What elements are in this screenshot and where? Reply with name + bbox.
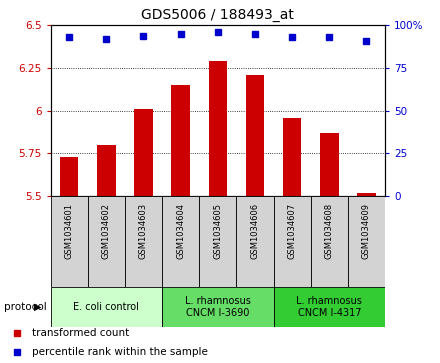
Bar	[125, 196, 162, 287]
Bar	[311, 196, 348, 287]
Text: GSM1034609: GSM1034609	[362, 203, 371, 259]
Bar	[236, 196, 274, 287]
Bar	[51, 196, 88, 287]
Text: GSM1034608: GSM1034608	[325, 203, 334, 260]
Bar	[88, 196, 125, 287]
Bar	[60, 157, 78, 196]
Bar	[274, 196, 311, 287]
Text: L. rhamnosus
CNCM I-3690: L. rhamnosus CNCM I-3690	[185, 296, 251, 318]
Bar	[209, 61, 227, 196]
Text: L. rhamnosus
CNCM I-4317: L. rhamnosus CNCM I-4317	[296, 296, 362, 318]
Text: GSM1034606: GSM1034606	[250, 203, 260, 260]
Bar	[162, 196, 199, 287]
Bar	[320, 133, 338, 196]
Bar	[171, 85, 190, 196]
Text: transformed count: transformed count	[32, 328, 129, 338]
Bar	[51, 287, 162, 327]
Text: GSM1034601: GSM1034601	[65, 203, 73, 259]
Bar	[162, 287, 274, 327]
Text: ▶: ▶	[33, 302, 41, 312]
Text: protocol: protocol	[4, 302, 47, 312]
Title: GDS5006 / 188493_at: GDS5006 / 188493_at	[141, 8, 294, 22]
Bar	[199, 196, 236, 287]
Text: GSM1034607: GSM1034607	[288, 203, 297, 260]
Bar	[348, 196, 385, 287]
Text: E. coli control: E. coli control	[73, 302, 139, 312]
Bar	[246, 75, 264, 196]
Text: GSM1034605: GSM1034605	[213, 203, 222, 259]
Text: GSM1034604: GSM1034604	[176, 203, 185, 259]
Bar	[283, 118, 301, 196]
Text: GSM1034602: GSM1034602	[102, 203, 111, 259]
Bar	[97, 145, 116, 196]
Bar	[134, 109, 153, 196]
Bar	[357, 193, 376, 196]
Bar	[274, 287, 385, 327]
Text: percentile rank within the sample: percentile rank within the sample	[32, 347, 208, 357]
Text: GSM1034603: GSM1034603	[139, 203, 148, 260]
